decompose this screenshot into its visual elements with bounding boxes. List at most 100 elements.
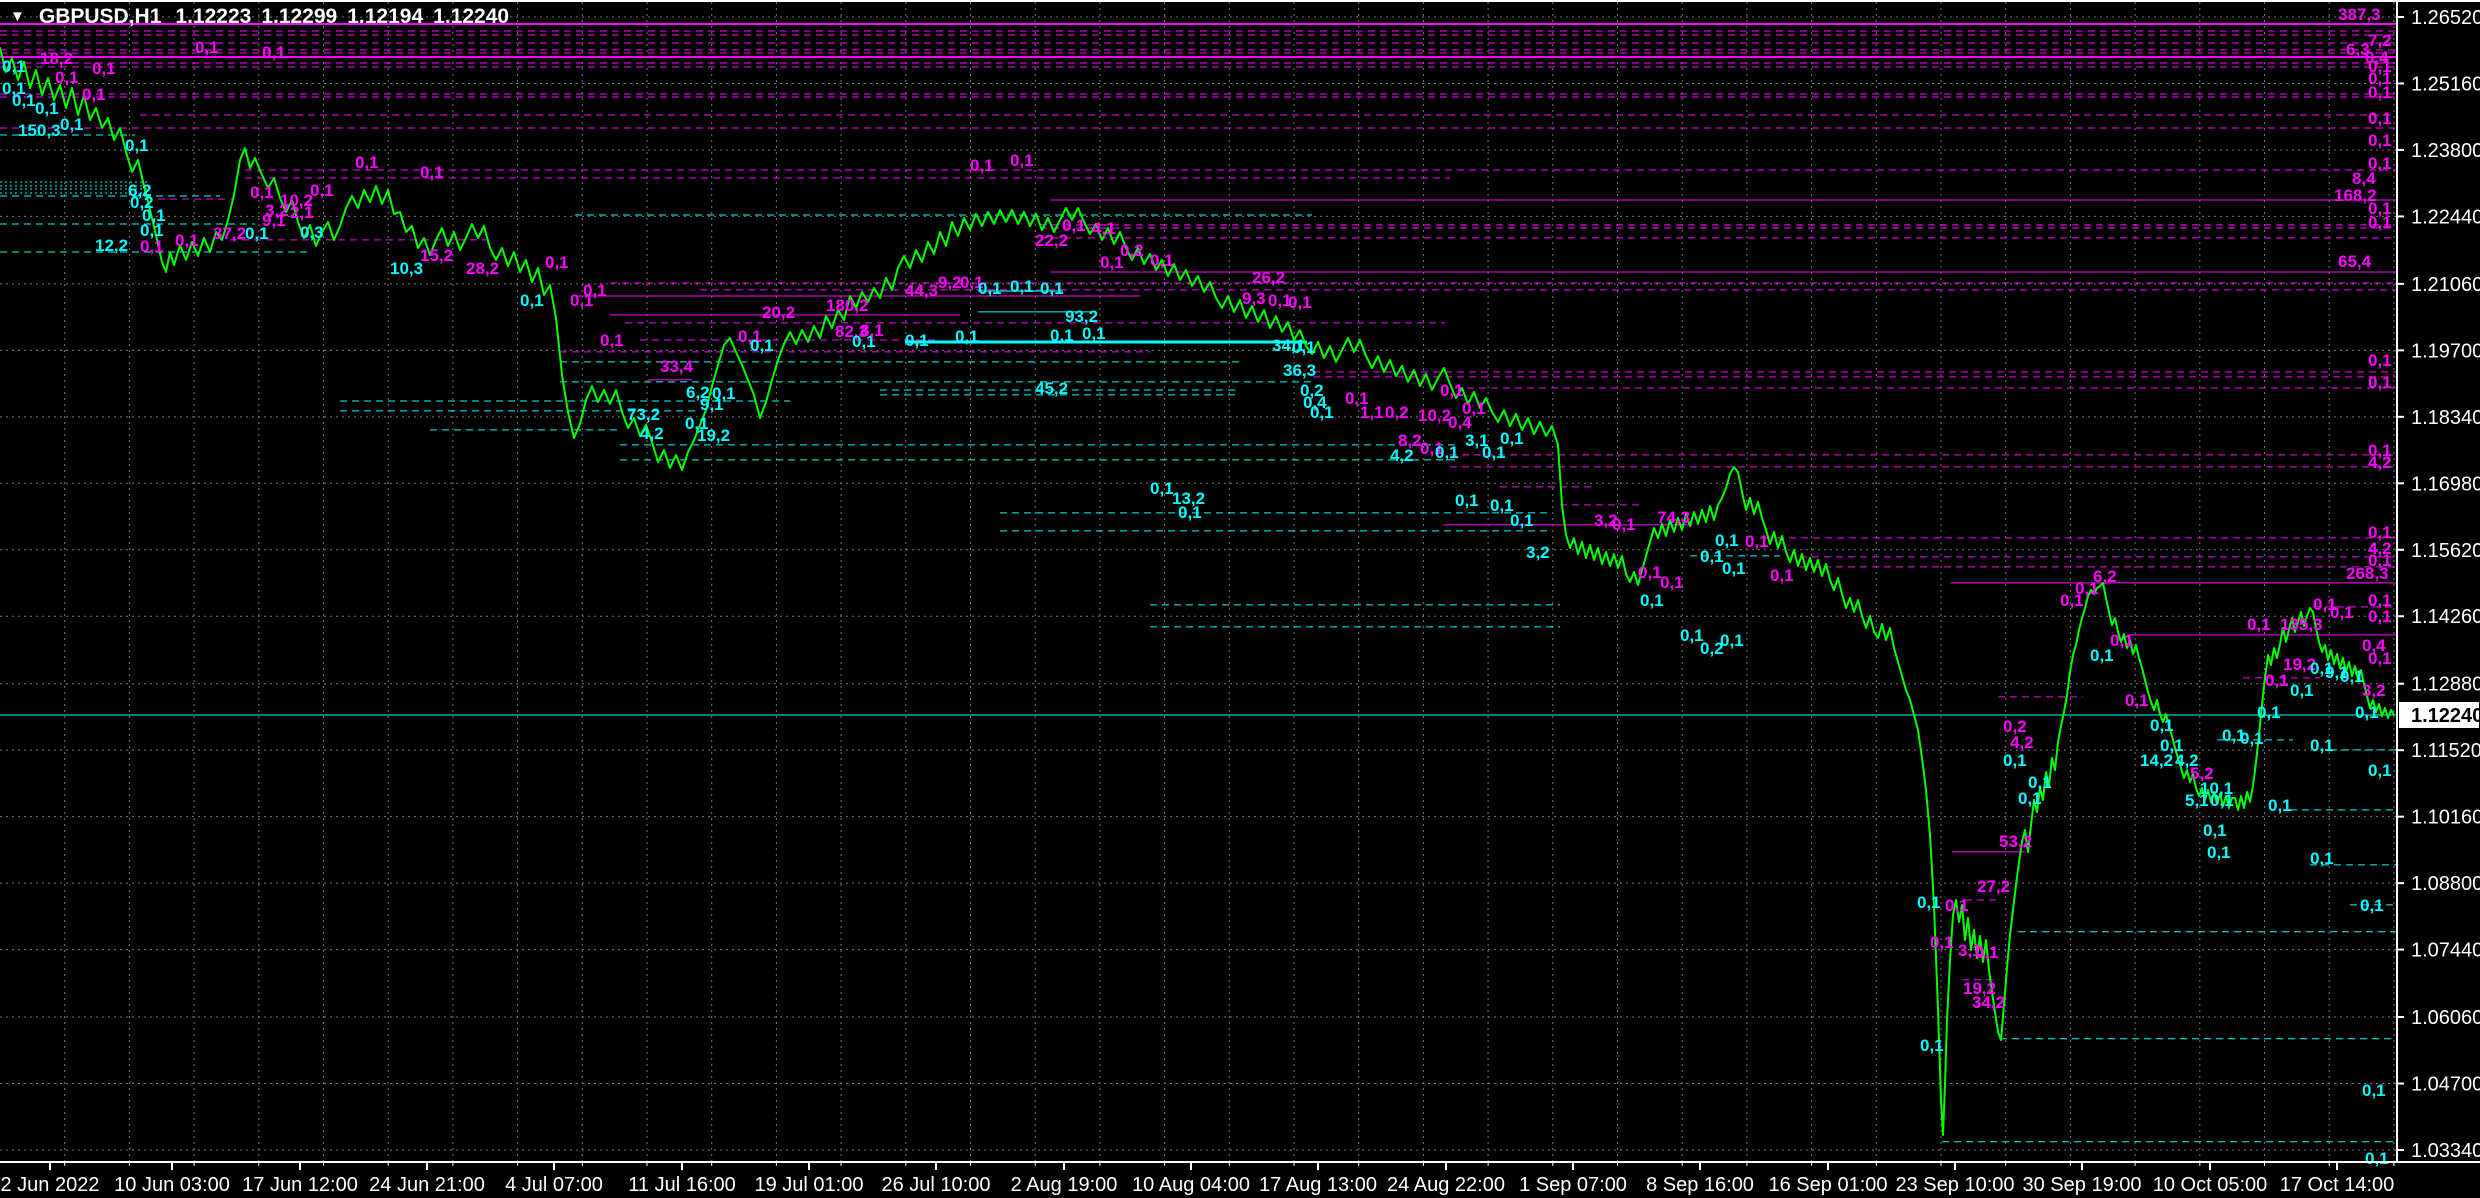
time-tick-label[interactable]: 16 Sep 01:00 bbox=[1769, 1174, 1888, 1196]
level-label: 0,1 bbox=[55, 68, 79, 87]
level-label: 0,1 bbox=[2265, 671, 2289, 690]
time-tick-label[interactable]: 17 Aug 13:00 bbox=[1259, 1174, 1377, 1196]
close-value: 1.12240 bbox=[433, 5, 510, 28]
level-label: 0,1 bbox=[140, 221, 164, 240]
level-label: 0,1 bbox=[2330, 603, 2354, 622]
price-tick-label[interactable]: 1.11520 bbox=[2411, 740, 2480, 762]
price-tick-label[interactable]: 1.18340 bbox=[2411, 407, 2480, 429]
level-label: 0,1 bbox=[142, 206, 166, 225]
level-label: 3,2 bbox=[1526, 543, 1550, 562]
time-tick-label[interactable]: 1 Sep 07:00 bbox=[1519, 1174, 1627, 1196]
low-value: 1.12194 bbox=[347, 5, 424, 28]
level-label: 0,1 bbox=[140, 237, 164, 256]
price-tick-label[interactable]: 1.16980 bbox=[2411, 473, 2480, 495]
level-label: 10,2 bbox=[280, 191, 313, 210]
level-label: 18,2 bbox=[40, 49, 73, 68]
level-label: 0,1 bbox=[2368, 591, 2392, 610]
time-tick-label[interactable]: 17 Oct 14:00 bbox=[2280, 1174, 2395, 1196]
time-tick-label[interactable]: 17 Jun 12:00 bbox=[242, 1174, 358, 1196]
price-tick-label[interactable]: 1.14260 bbox=[2411, 606, 2480, 628]
level-label: 0,1 bbox=[2247, 615, 2271, 634]
price-tick-label[interactable]: 1.12880 bbox=[2411, 674, 2480, 696]
level-label: 0,2 bbox=[1120, 241, 1144, 260]
time-tick-label[interactable]: 2 Jun 2022 bbox=[1, 1174, 100, 1196]
time-tick-label[interactable]: 24 Jun 21:00 bbox=[369, 1174, 485, 1196]
level-label: 0,1 bbox=[520, 291, 544, 310]
time-tick-label[interactable]: 23 Sep 10:00 bbox=[1896, 1174, 2015, 1196]
time-tick-label[interactable]: 2 Aug 19:00 bbox=[1011, 1174, 1118, 1196]
time-tick-label[interactable]: 30 Sep 19:00 bbox=[2023, 1174, 2142, 1196]
level-label: 0,1 bbox=[1050, 326, 1074, 345]
level-label: 0,2 bbox=[1700, 639, 1724, 658]
price-tick-label[interactable]: 1.04700 bbox=[2411, 1074, 2480, 1096]
time-tick-label[interactable]: 10 Jun 03:00 bbox=[114, 1174, 230, 1196]
time-tick-label[interactable]: 4 Jul 07:00 bbox=[505, 1174, 603, 1196]
level-label: 0,1 bbox=[970, 156, 994, 175]
level-label: 387,3 bbox=[2338, 5, 2381, 24]
level-label: 0,1 bbox=[1975, 943, 1999, 962]
time-tick-label[interactable]: 8 Sep 16:00 bbox=[1646, 1174, 1754, 1196]
level-label: 0,1 bbox=[960, 273, 984, 292]
level-label: 0,2 bbox=[130, 193, 154, 212]
level-label: 0,1 bbox=[1178, 503, 1202, 522]
level-label: 0,1 bbox=[2018, 789, 2042, 808]
time-tick-label[interactable]: 10 Aug 04:00 bbox=[1132, 1174, 1250, 1196]
level-label: 4,2 bbox=[2010, 733, 2034, 752]
level-label: 0,1 bbox=[1150, 479, 1174, 498]
price-tick-label[interactable]: 1.08800 bbox=[2411, 873, 2480, 895]
level-label: 6,2 bbox=[128, 181, 152, 200]
level-label: 0,1 bbox=[1770, 566, 1794, 585]
time-tick-label[interactable]: 24 Aug 22:00 bbox=[1387, 1174, 1505, 1196]
level-label: 0,1 bbox=[1500, 429, 1524, 448]
level-label: 6,2 bbox=[686, 383, 710, 402]
price-tick-label[interactable]: 1.23800 bbox=[2411, 140, 2480, 162]
level-label: 9,1 bbox=[700, 395, 724, 414]
level-label: 0,4 bbox=[2365, 48, 2389, 67]
price-tick-label[interactable]: 1.21060 bbox=[2411, 274, 2480, 296]
level-label: 45,2 bbox=[1035, 379, 1068, 398]
level-label: 33,4 bbox=[660, 357, 694, 376]
price-tick-label[interactable]: 1.22440 bbox=[2411, 206, 2480, 228]
level-label: 20,2 bbox=[762, 303, 795, 322]
price-tick-label[interactable]: 1.07440 bbox=[2411, 940, 2480, 962]
level-label: 0,1 bbox=[2125, 691, 2149, 710]
level-label: 150,3 bbox=[18, 121, 61, 140]
level-label: 0,1 bbox=[1612, 515, 1636, 534]
level-label: 0,1 bbox=[1745, 532, 1769, 551]
level-label: 5,1 bbox=[2185, 791, 2209, 810]
price-tick-label[interactable]: 1.26520 bbox=[2411, 7, 2480, 29]
level-label: 8,4 bbox=[2352, 169, 2376, 188]
level-label: 13,2 bbox=[1172, 489, 1205, 508]
level-label: 0,1 bbox=[1010, 277, 1034, 296]
level-label: 2,1 bbox=[290, 203, 314, 222]
time-tick-label[interactable]: 10 Oct 05:00 bbox=[2153, 1174, 2268, 1196]
level-label: 0,1 bbox=[2368, 57, 2392, 76]
price-tick-label[interactable]: 1.25160 bbox=[2411, 73, 2480, 95]
level-label: 0,1 bbox=[685, 414, 709, 433]
level-label: 9,1 bbox=[262, 211, 286, 230]
level-label: 0,1 bbox=[2028, 773, 2052, 792]
price-tick-label[interactable]: 1.10160 bbox=[2411, 807, 2480, 829]
time-tick-label[interactable]: 11 Jul 16:00 bbox=[628, 1174, 736, 1196]
level-label: 4,2 bbox=[2368, 539, 2392, 558]
time-tick-label[interactable]: 19 Jul 01:00 bbox=[755, 1174, 864, 1196]
chart-title-bar: ▼ GBPUSD,H1 1.12223 1.12299 1.12194 1.12240 bbox=[10, 5, 509, 29]
level-label: 0,1 bbox=[2222, 726, 2246, 745]
level-label: 0,1 bbox=[545, 253, 569, 272]
level-label: 15,2 bbox=[420, 246, 453, 265]
open-value: 1.12223 bbox=[175, 5, 252, 28]
level-label: 0,1 bbox=[2368, 213, 2392, 232]
price-tick-label[interactable]: 1.15620 bbox=[2411, 540, 2480, 562]
price-tick-label[interactable]: 1.19700 bbox=[2411, 340, 2480, 362]
level-label: 0,1 bbox=[1680, 626, 1704, 645]
time-tick-label[interactable]: 26 Jul 10:00 bbox=[882, 1174, 991, 1196]
level-label: 0,1 bbox=[1010, 151, 1034, 170]
price-tick-label[interactable]: 1.03340 bbox=[2411, 1140, 2480, 1162]
level-label: 0,1 bbox=[2368, 523, 2392, 542]
price-tick-label[interactable]: 1.06060 bbox=[2411, 1007, 2480, 1029]
symbol-dropdown-icon[interactable]: ▼ bbox=[10, 8, 25, 25]
level-label: 22,2 bbox=[1035, 231, 1068, 250]
level-label: 0,1 bbox=[1420, 439, 1444, 458]
